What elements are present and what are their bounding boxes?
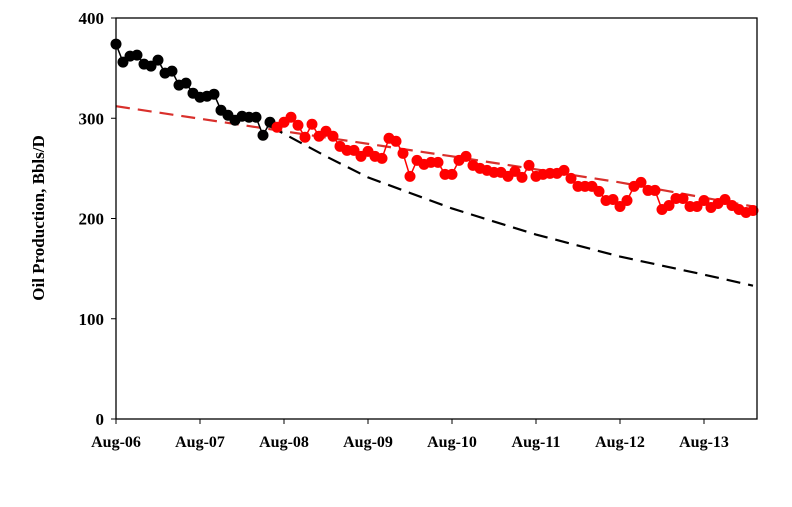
data-point [404, 170, 416, 182]
x-axis: Aug-06 Aug-07 Aug-08 Aug-09 Aug-10 Aug-11 Aug-… [91, 419, 729, 451]
data-point [166, 65, 178, 77]
data-point [397, 147, 409, 159]
data-point [747, 204, 759, 216]
data-point [446, 168, 458, 180]
data-point [250, 111, 262, 123]
data-point [516, 171, 528, 183]
data-point [677, 192, 689, 204]
x-tick-label: Aug-13 [679, 434, 729, 451]
x-tick-label: Aug-12 [595, 434, 645, 451]
forecast-line-2 [115, 105, 754, 208]
data-point [257, 129, 269, 141]
data-point [285, 111, 297, 123]
x-tick-label: Aug-07 [175, 434, 225, 451]
y-tick-label: 300 [79, 109, 105, 128]
y-tick-label: 0 [96, 410, 105, 429]
data-point [621, 194, 633, 206]
x-tick-label: Aug-10 [427, 434, 477, 451]
data-point [698, 194, 710, 206]
data-point [663, 199, 675, 211]
data-point [460, 150, 472, 162]
y-axis: 0 100 200 300 400 [79, 9, 116, 429]
y-tick-label: 200 [79, 210, 105, 229]
data-point [376, 152, 388, 164]
x-tick-label: Aug-11 [512, 434, 561, 451]
data-point [432, 156, 444, 168]
data-point [152, 54, 164, 66]
data-point [180, 77, 192, 89]
data-point [558, 164, 570, 176]
y-tick-label: 100 [79, 310, 105, 329]
x-tick-label: Aug-09 [343, 434, 393, 451]
data-point [292, 119, 304, 131]
data-point [593, 185, 605, 197]
data-point [607, 193, 619, 205]
y-tick-label: 400 [79, 9, 105, 28]
data-point [523, 159, 535, 171]
plot-frame [115, 17, 758, 420]
chart-marks [110, 38, 759, 287]
data-point [390, 135, 402, 147]
data-point [306, 118, 318, 130]
data-point [565, 172, 577, 184]
y-axis-label: Oil Production, Bbls/D [29, 135, 48, 300]
data-point [649, 184, 661, 196]
data-point [208, 88, 220, 100]
x-tick-label: Aug-08 [259, 434, 309, 451]
forecast-line-3 [269, 125, 754, 287]
data-point [635, 176, 647, 188]
data-point [299, 131, 311, 143]
data-point [131, 49, 143, 61]
data-point [327, 130, 339, 142]
x-tick-label: Aug-06 [91, 434, 141, 451]
